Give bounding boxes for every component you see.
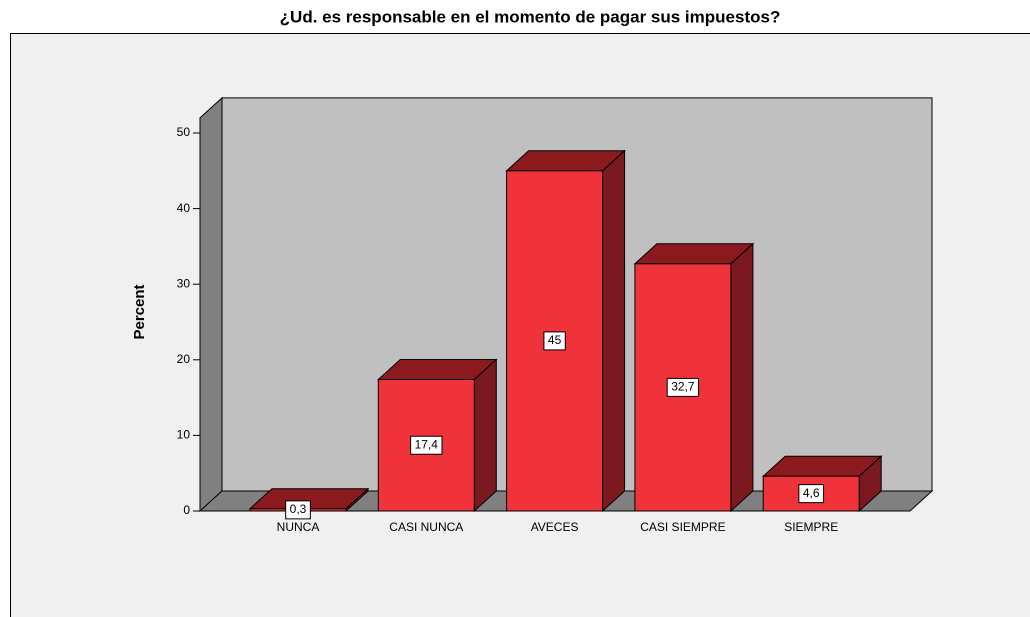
y-tick-label: 10 xyxy=(177,428,191,442)
bar-side xyxy=(602,149,626,513)
x-tick-label: SIEMPRE xyxy=(784,520,838,534)
data-label: 4,6 xyxy=(803,486,820,500)
x-tick-label: AVECES xyxy=(531,520,579,534)
data-label-box xyxy=(410,435,443,455)
data-label-box xyxy=(285,500,311,520)
data-label-box xyxy=(543,331,566,351)
y-tick-label: 0 xyxy=(183,503,190,517)
bar-side xyxy=(730,242,754,513)
x-tick-label: CASI SIEMPRE xyxy=(640,520,725,534)
chart-title: ¿Ud. es responsable en el momento de pag… xyxy=(280,7,781,26)
y-tick-label: 40 xyxy=(177,201,191,215)
data-label: 17,4 xyxy=(415,437,439,451)
data-label: 32,7 xyxy=(671,380,695,394)
bar-side xyxy=(473,358,497,513)
y-axis-label: Percent xyxy=(131,284,148,339)
data-label: 0,3 xyxy=(290,502,307,516)
y-tick-label: 50 xyxy=(177,125,191,139)
data-label: 45 xyxy=(548,333,562,347)
side-wall xyxy=(199,96,223,513)
data-label-box xyxy=(798,484,825,504)
x-tick-label: CASI NUNCA xyxy=(389,520,463,534)
y-tick-label: 20 xyxy=(177,352,191,366)
data-label-box xyxy=(666,377,700,397)
y-tick-label: 30 xyxy=(177,276,191,290)
x-tick-label: NUNCA xyxy=(277,520,320,534)
